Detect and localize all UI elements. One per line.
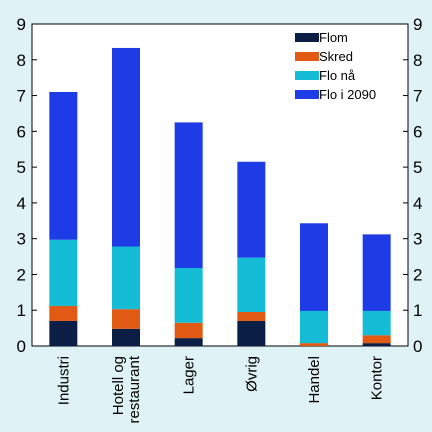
y-tick-label-right: 4 <box>413 194 422 213</box>
bar-segment-flo-n- <box>362 310 391 336</box>
legend-label: Skred <box>319 49 353 64</box>
bar-segment-flom <box>112 328 140 346</box>
bar-segment-flo-i-2090 <box>362 234 391 311</box>
y-tick-label-left: 0 <box>17 337 26 356</box>
y-tick-label-right: 1 <box>413 301 422 320</box>
y-tick-label-left: 4 <box>17 194 26 213</box>
x-category-label: Handel <box>306 356 323 404</box>
bar-segment-flo-n- <box>300 310 328 344</box>
y-tick-label-right: 6 <box>413 122 422 141</box>
bar-segment-flom <box>49 320 78 346</box>
legend-swatch <box>295 33 319 42</box>
y-tick-label-left: 1 <box>17 301 26 320</box>
y-tick-label-left: 8 <box>17 51 26 70</box>
x-axis-labels: Industri Hotell og restaurant Lager Øvrig Han… <box>55 355 385 423</box>
y-tick-label-left: 3 <box>17 230 26 249</box>
y-tick-label-left: 7 <box>17 87 26 106</box>
y-tick-label-right: 7 <box>413 87 422 106</box>
y-tick-label-left: 6 <box>17 122 26 141</box>
x-category-label: Hotell og <box>110 356 127 415</box>
legend-label: Flo nå <box>319 68 356 83</box>
legend-swatch <box>295 71 319 80</box>
bar-segment-flo-i-2090 <box>174 122 203 269</box>
y-tick-label-right: 8 <box>413 51 422 70</box>
bar-segment-skred <box>112 309 140 329</box>
y-tick-label-left: 5 <box>17 158 26 177</box>
bar-segment-flo-i-2090 <box>49 91 78 240</box>
x-category-label: Lager <box>181 356 198 394</box>
bar-segment-flo-n- <box>237 257 266 313</box>
bar-segment-skred <box>300 343 328 346</box>
legend-label: Flom <box>319 30 348 45</box>
y-tick-label-left: 9 <box>17 15 26 34</box>
bar-segment-flo-i-2090 <box>300 223 328 311</box>
bars-group <box>49 47 391 346</box>
y-axis-right: 0 1 2 3 4 5 6 7 8 9 <box>403 15 422 356</box>
y-tick-label-right: 9 <box>413 15 422 34</box>
bar-segment-flo-n- <box>174 268 203 323</box>
legend-label: Flo i 2090 <box>319 87 376 102</box>
plot-area <box>31 23 409 347</box>
bar-segment-flo-i-2090 <box>112 47 140 247</box>
x-category-label: Øvrig <box>243 356 260 392</box>
y-tick-label-right: 0 <box>413 337 422 356</box>
bar-segment-flo-i-2090 <box>237 161 266 258</box>
bar-segment-flo-n- <box>112 246 140 310</box>
bar-segment-skred <box>174 322 203 339</box>
y-axis-left: 0 1 2 3 4 5 6 7 8 9 <box>17 15 37 356</box>
bar-segment-flom <box>237 320 266 346</box>
legend-swatch <box>295 52 319 61</box>
legend: Flom Skred Flo nå Flo i 2090 <box>295 30 376 102</box>
legend-swatch <box>295 90 319 99</box>
y-tick-label-right: 3 <box>413 230 422 249</box>
y-tick-label-right: 2 <box>413 265 422 284</box>
bar-segment-skred <box>49 305 78 321</box>
bar-segment-flom <box>362 343 391 346</box>
x-category-label: restaurant <box>126 355 143 423</box>
bar-segment-skred <box>362 335 391 344</box>
bar-segment-flom <box>174 338 203 346</box>
bar-segment-flo-n- <box>49 239 78 306</box>
x-category-label: Industri <box>55 356 72 405</box>
y-tick-label-left: 2 <box>17 265 26 284</box>
y-tick-label-right: 5 <box>413 158 422 177</box>
x-category-label: Kontor <box>369 356 386 400</box>
bar-segment-skred <box>237 312 266 321</box>
